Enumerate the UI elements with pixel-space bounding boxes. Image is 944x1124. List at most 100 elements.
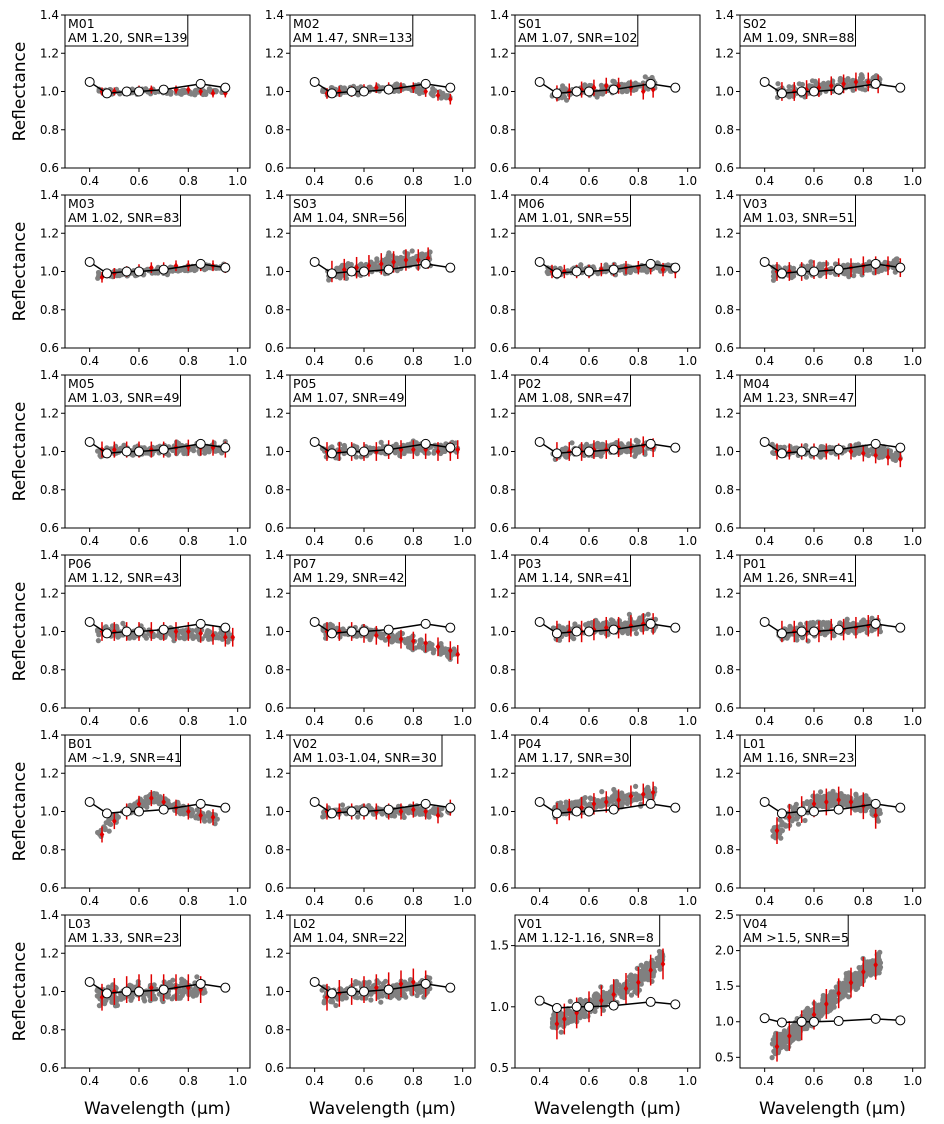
label-box bbox=[289, 734, 443, 767]
reference-point bbox=[220, 982, 231, 993]
y-tick-label: 0.8 bbox=[490, 123, 509, 137]
label-box bbox=[289, 374, 406, 407]
y-tick-label: 1.2 bbox=[490, 226, 509, 240]
data-point bbox=[182, 988, 188, 995]
x-tick-label: 1.0 bbox=[228, 174, 247, 188]
panel-id-label: L01 bbox=[743, 736, 766, 751]
panel-id-label: P06 bbox=[68, 556, 91, 571]
reference-point bbox=[895, 622, 906, 633]
reference-point bbox=[359, 626, 369, 637]
reference-point bbox=[551, 628, 562, 639]
reference-point bbox=[220, 82, 231, 93]
data-point bbox=[399, 261, 405, 267]
data-point bbox=[845, 262, 851, 268]
data-point bbox=[620, 794, 626, 801]
label-box bbox=[739, 734, 856, 767]
data-point bbox=[427, 640, 433, 646]
data-point bbox=[174, 995, 180, 1001]
data-point bbox=[848, 81, 854, 87]
data-point bbox=[627, 269, 634, 275]
y-tick-label: 1.4 bbox=[490, 8, 509, 22]
plot-area bbox=[759, 436, 906, 468]
reference-point bbox=[383, 444, 394, 455]
reference-point bbox=[895, 262, 906, 273]
data-point bbox=[581, 800, 588, 807]
reference-point bbox=[809, 446, 819, 457]
panel-info-label: AM 1.26, SNR=41 bbox=[743, 570, 854, 585]
binned-point bbox=[848, 448, 854, 455]
binned-point bbox=[816, 84, 822, 92]
data-point bbox=[141, 996, 147, 1002]
binned-point bbox=[411, 446, 416, 454]
data-point bbox=[624, 88, 630, 94]
data-point bbox=[786, 94, 792, 100]
reference-point bbox=[195, 618, 206, 629]
binned-series bbox=[99, 790, 216, 843]
reference-series bbox=[759, 76, 906, 99]
x-tick-label: 0.6 bbox=[804, 894, 823, 908]
reference-point bbox=[584, 626, 594, 637]
binned-point bbox=[210, 631, 216, 639]
reference-point bbox=[759, 796, 770, 807]
label-box bbox=[64, 194, 181, 227]
data-point bbox=[329, 623, 335, 629]
reference-point bbox=[776, 628, 787, 639]
data-point bbox=[438, 651, 444, 657]
y-tick-label: 1.0 bbox=[40, 265, 59, 279]
y-tick-label: 1.4 bbox=[715, 188, 734, 202]
data-point bbox=[778, 835, 784, 841]
binned-point bbox=[198, 629, 203, 637]
scatter-points bbox=[549, 74, 658, 103]
y-tick-label: 1.0 bbox=[490, 85, 509, 99]
data-point bbox=[770, 269, 777, 275]
x-tick-label: 1.0 bbox=[678, 174, 697, 188]
binned-point bbox=[423, 88, 428, 95]
label-box bbox=[739, 374, 856, 407]
data-point bbox=[168, 632, 174, 638]
x-tick-label: 0.8 bbox=[179, 354, 198, 368]
plot-area bbox=[759, 72, 906, 101]
data-point bbox=[202, 446, 208, 452]
reference-point bbox=[571, 626, 582, 637]
panel-id-label: P01 bbox=[743, 556, 766, 571]
binned-point bbox=[836, 796, 841, 804]
x-tick-label: 0.4 bbox=[80, 174, 99, 188]
data-point bbox=[140, 803, 146, 809]
data-point bbox=[394, 81, 400, 87]
reference-point bbox=[326, 628, 337, 639]
panel-info-label: AM 1.03-1.04, SNR=30 bbox=[293, 750, 437, 765]
reference-point bbox=[346, 806, 357, 817]
reference-point bbox=[608, 264, 619, 275]
binned-point bbox=[366, 262, 372, 270]
reference-point bbox=[84, 436, 95, 447]
data-point bbox=[378, 439, 384, 445]
data-point bbox=[816, 264, 822, 270]
reference-point bbox=[420, 618, 431, 629]
reference-series bbox=[759, 616, 906, 639]
reference-point bbox=[584, 806, 594, 817]
binned-point bbox=[566, 806, 572, 814]
reference-point bbox=[670, 622, 681, 633]
data-point bbox=[444, 653, 451, 659]
binned-point bbox=[848, 798, 854, 806]
reference-point bbox=[584, 266, 594, 277]
reference-point bbox=[895, 82, 906, 93]
binned-point bbox=[865, 78, 871, 86]
reference-point bbox=[534, 436, 545, 447]
data-point bbox=[633, 451, 639, 457]
reference-point bbox=[84, 976, 95, 987]
y-tick-label: 1.4 bbox=[490, 548, 509, 562]
binned-point bbox=[198, 88, 203, 95]
reference-point bbox=[383, 804, 394, 815]
x-tick-label: 0.6 bbox=[129, 174, 148, 188]
y-tick-label: 0.6 bbox=[715, 881, 734, 895]
data-point bbox=[830, 794, 836, 800]
binned-point bbox=[386, 633, 391, 641]
data-point bbox=[96, 1003, 102, 1009]
reference-point bbox=[870, 258, 881, 269]
panel-info-label: AM 1.07, SNR=49 bbox=[293, 390, 404, 405]
y-tick-label: 0.6 bbox=[490, 701, 509, 715]
x-tick-label: 1.0 bbox=[453, 354, 472, 368]
x-tick-label: 1.0 bbox=[228, 714, 247, 728]
